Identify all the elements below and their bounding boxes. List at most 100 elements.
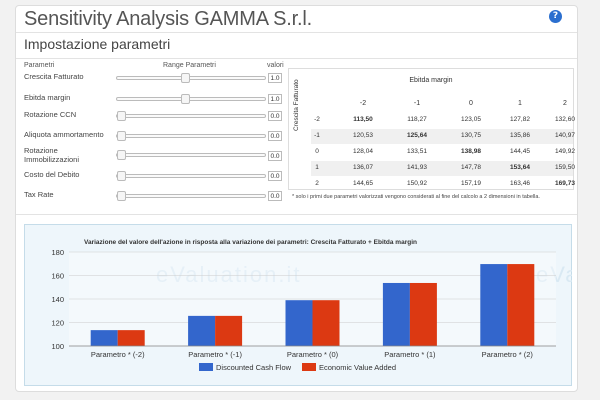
table-cell: 150,92 bbox=[407, 180, 427, 187]
param-label: Rotazione Immobilizzazioni bbox=[24, 146, 80, 164]
table-col-header: 1 bbox=[518, 100, 522, 107]
column-header-range: Range Parametri bbox=[163, 62, 216, 69]
param-value-field[interactable]: 0.0 bbox=[268, 151, 282, 161]
bar bbox=[312, 300, 340, 346]
table-col-header: 0 bbox=[469, 100, 473, 107]
table-col-header: -2 bbox=[359, 100, 367, 107]
table-cell: 147,78 bbox=[461, 164, 481, 171]
table-cell: 159,50 bbox=[555, 164, 575, 171]
slider-handle[interactable] bbox=[117, 131, 126, 141]
table-cell: 149,92 bbox=[555, 148, 575, 155]
table-cell: 127,82 bbox=[510, 116, 530, 123]
legend-label: Economic Value Added bbox=[319, 363, 396, 372]
table-row: 2 144,65 150,92 157,19 163,46 169,73 bbox=[311, 177, 575, 192]
app-title: Sensitivity Analysis GAMMA S.r.l. bbox=[24, 8, 312, 30]
help-icon[interactable]: ? bbox=[549, 10, 562, 23]
param-slider[interactable] bbox=[116, 111, 266, 121]
table-row: -2 113,50 118,27 123,05 127,82 132,60 bbox=[311, 113, 575, 128]
bar bbox=[188, 315, 216, 346]
x-tick-label: Parametro * (2) bbox=[482, 350, 534, 359]
y-tick-label: 140 bbox=[51, 295, 64, 304]
table-note: * solo i primi due parametri valorizzati… bbox=[292, 194, 540, 200]
section-divider bbox=[16, 58, 577, 59]
bar bbox=[507, 264, 535, 346]
bar bbox=[480, 264, 508, 346]
table-cell: 138,98 bbox=[461, 148, 481, 155]
legend-label: Discounted Cash Flow bbox=[216, 363, 292, 372]
table-cell: 169,73 bbox=[555, 180, 575, 187]
slider-handle[interactable] bbox=[117, 111, 126, 121]
param-label: Rotazione CCN bbox=[24, 110, 77, 119]
x-tick-label: Parametro * (-2) bbox=[91, 350, 145, 359]
param-value-field[interactable]: 0.0 bbox=[268, 111, 282, 121]
slider-handle[interactable] bbox=[181, 94, 191, 104]
table-row: 1 136,07 141,93 147,78 153,64 159,50 bbox=[311, 161, 575, 176]
legend-swatch bbox=[199, 363, 213, 371]
slider-handle[interactable] bbox=[117, 191, 126, 201]
param-label: Aliquota ammortamento bbox=[24, 130, 104, 139]
bar-chart: 100 120 140 160 180 Parametro * (-2) Parametro… bbox=[51, 248, 556, 372]
table-cell: 130,75 bbox=[461, 132, 481, 139]
table-cell: 140,97 bbox=[555, 132, 575, 139]
table-cell: 118,27 bbox=[407, 116, 427, 123]
chart-title: Variazione del valore dell'azione in ris… bbox=[84, 239, 417, 246]
table-col-header: -1 bbox=[413, 100, 421, 107]
chart-divider bbox=[16, 214, 577, 215]
table-row-header: 0 bbox=[315, 148, 319, 155]
slider-handle[interactable] bbox=[117, 150, 126, 160]
table-cell: 132,60 bbox=[555, 116, 575, 123]
param-slider[interactable] bbox=[116, 131, 266, 141]
section-title: Impostazione parametri bbox=[24, 36, 171, 52]
table-row-header: 2 bbox=[315, 180, 319, 187]
sensitivity-table: Ebitda margin Crescita Fatturato -2 -1 0 1 2… bbox=[288, 68, 575, 192]
table-cell: 123,05 bbox=[461, 116, 481, 123]
table-row: 0 128,04 133,51 138,98 144,45 149,92 bbox=[311, 145, 575, 160]
y-tick-label: 160 bbox=[51, 272, 64, 281]
table-cell: 141,93 bbox=[407, 164, 427, 171]
param-slider[interactable] bbox=[116, 150, 266, 160]
x-tick-label: Parametro * (0) bbox=[287, 350, 339, 359]
column-header-values: valori bbox=[267, 62, 284, 69]
param-label: Crescita Fatturato bbox=[24, 72, 84, 81]
bar bbox=[409, 282, 437, 346]
param-value-field[interactable]: 0.0 bbox=[268, 171, 282, 181]
y-tick-label: 180 bbox=[51, 248, 64, 257]
slider-handle[interactable] bbox=[181, 73, 191, 83]
table-row-header: 1 bbox=[315, 164, 319, 171]
table-cell: 125,64 bbox=[407, 132, 427, 139]
table-row: -1 120,53 125,64 130,75 135,86 140,97 bbox=[311, 129, 575, 144]
table-row-header: -2 bbox=[314, 116, 320, 123]
legend-swatch bbox=[302, 363, 316, 371]
param-value-field[interactable]: 0.0 bbox=[268, 131, 282, 141]
param-value-field[interactable]: 1.0 bbox=[268, 94, 282, 104]
table-cell: 144,45 bbox=[510, 148, 530, 155]
param-slider[interactable] bbox=[116, 94, 266, 104]
param-slider[interactable] bbox=[116, 73, 266, 83]
param-label: Costo del Debito bbox=[24, 170, 80, 179]
x-tick-label: Parametro * (1) bbox=[384, 350, 436, 359]
table-col-header: 2 bbox=[563, 100, 567, 107]
bar bbox=[90, 330, 118, 346]
bar bbox=[215, 315, 243, 346]
table-cell: 157,19 bbox=[461, 180, 481, 187]
bar bbox=[285, 300, 313, 346]
param-value-field[interactable]: 0.0 bbox=[268, 191, 282, 201]
slider-handle[interactable] bbox=[117, 171, 126, 181]
table-cell: 128,04 bbox=[353, 148, 373, 155]
table-cell: 144,65 bbox=[353, 180, 373, 187]
table-cell: 135,86 bbox=[510, 132, 530, 139]
param-slider[interactable] bbox=[116, 191, 266, 201]
table-column-title: Ebitda margin bbox=[409, 77, 453, 84]
table-cell: 113,50 bbox=[353, 116, 373, 123]
table-cell: 136,07 bbox=[353, 164, 373, 171]
table-cell: 153,64 bbox=[510, 164, 530, 171]
y-tick-label: 120 bbox=[51, 319, 64, 328]
table-cell: 120,53 bbox=[353, 132, 373, 139]
table-cell: 133,51 bbox=[407, 148, 427, 155]
param-label: Tax Rate bbox=[24, 190, 54, 199]
watermark: eValuation.it bbox=[156, 262, 302, 287]
param-slider[interactable] bbox=[116, 171, 266, 181]
table-cell: 163,46 bbox=[510, 180, 530, 187]
y-tick-label: 100 bbox=[51, 342, 64, 351]
param-value-field[interactable]: 1.0 bbox=[268, 73, 282, 83]
